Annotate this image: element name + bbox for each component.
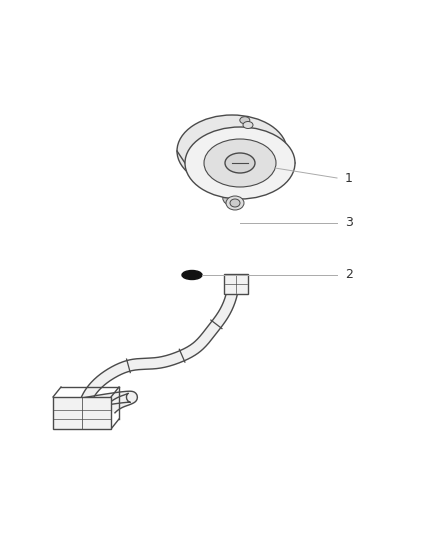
Ellipse shape [225, 153, 255, 173]
Ellipse shape [230, 199, 240, 207]
Ellipse shape [240, 117, 250, 124]
Text: 1: 1 [345, 172, 353, 184]
Ellipse shape [223, 191, 241, 205]
Polygon shape [80, 292, 237, 405]
Ellipse shape [243, 122, 253, 128]
Ellipse shape [177, 115, 287, 187]
Ellipse shape [182, 271, 202, 279]
Polygon shape [84, 391, 138, 413]
Ellipse shape [204, 139, 276, 187]
Text: 3: 3 [345, 216, 353, 230]
Ellipse shape [185, 127, 295, 199]
FancyBboxPatch shape [224, 274, 248, 294]
Ellipse shape [226, 196, 244, 210]
Bar [53, 397, 111, 429]
Text: 2: 2 [345, 269, 353, 281]
